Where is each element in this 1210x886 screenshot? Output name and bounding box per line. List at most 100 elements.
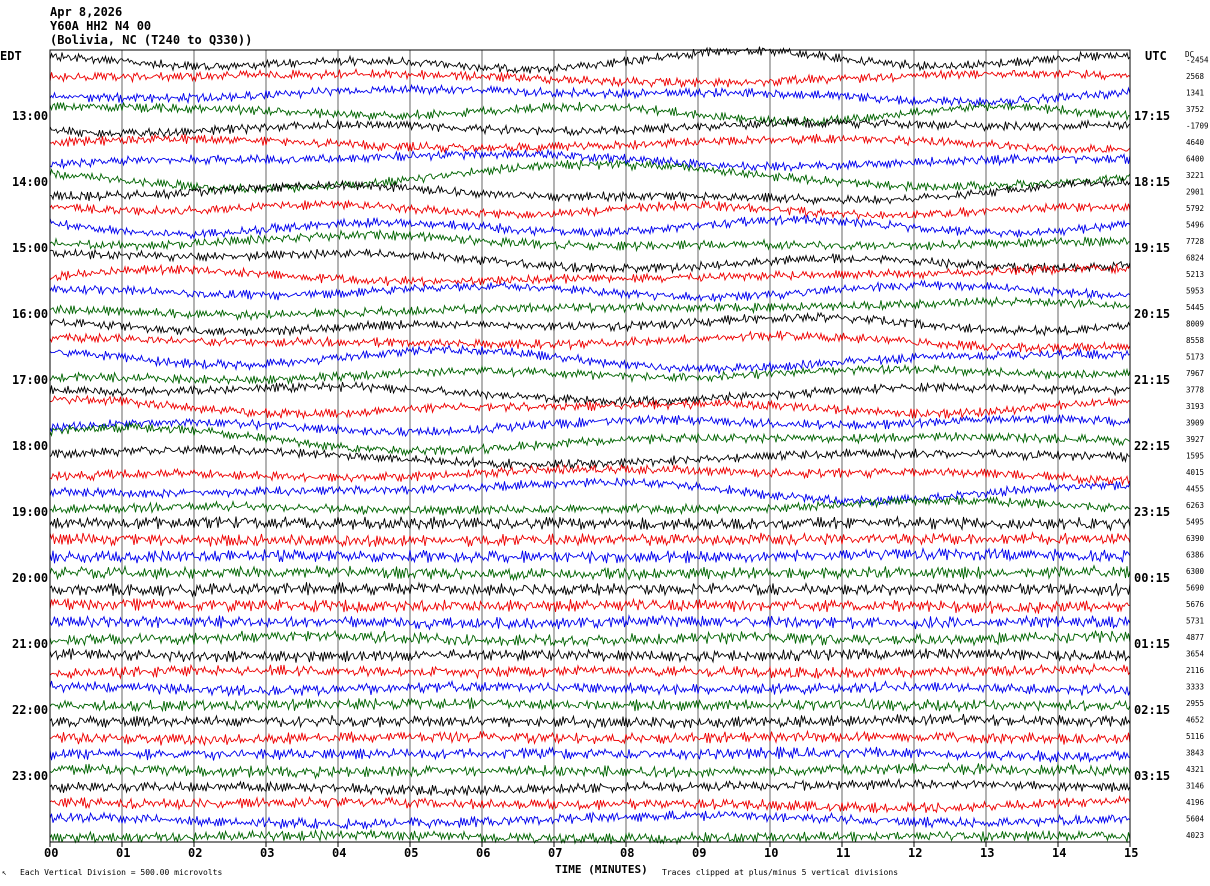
left-time-label: 21:00 [12, 637, 48, 651]
x-tick-label: 07 [548, 846, 562, 860]
dc-value: 6390 [1186, 534, 1205, 543]
dc-value: 1595 [1186, 451, 1204, 460]
seismic-trace [49, 614, 1131, 631]
right-time-label: 23:15 [1134, 505, 1170, 519]
right-time-label: 03:15 [1134, 769, 1170, 783]
dc-value: 4652 [1186, 715, 1204, 724]
dc-value: 5495 [1186, 517, 1204, 526]
dc-value: 4023 [1186, 831, 1204, 840]
dc-value: 5445 [1186, 303, 1204, 312]
grid-lines [121, 50, 1059, 842]
seismic-trace [49, 344, 1131, 376]
dc-value: 5792 [1186, 204, 1204, 213]
seismic-trace [49, 101, 1131, 128]
seismic-trace [49, 679, 1131, 697]
x-tick-label: 14 [1052, 846, 1066, 860]
seismic-trace [49, 295, 1131, 322]
dc-offset-values: -2454 2568 1341 3752 -1709 4640 6400 3221 2901 57… [1186, 55, 1209, 840]
dc-value: 3843 [1186, 748, 1204, 757]
right-time-label: 19:15 [1134, 241, 1170, 255]
seismic-trace [49, 495, 1131, 516]
seismic-trace [49, 697, 1131, 713]
left-time-label: 14:00 [12, 175, 48, 189]
x-tick-label: 12 [908, 846, 922, 860]
footer-division-note: Each Vertical Division = 500.00 microvol… [20, 868, 222, 877]
dc-value: 7967 [1186, 369, 1204, 378]
right-time-label: 00:15 [1134, 571, 1170, 585]
seismic-trace [49, 214, 1131, 240]
seismic-trace [49, 547, 1131, 565]
dc-value: 1341 [1186, 88, 1204, 97]
dc-label: DC [1185, 50, 1194, 59]
seismic-trace [49, 662, 1131, 680]
right-time-label: 01:15 [1134, 637, 1170, 651]
right-time-label: 20:15 [1134, 307, 1170, 321]
seismic-trace [49, 380, 1131, 407]
dc-value: 2955 [1186, 699, 1204, 708]
right-time-label: 17:15 [1134, 109, 1170, 123]
dc-value: 3927 [1186, 435, 1204, 444]
seismic-trace [49, 67, 1131, 89]
dc-value: 3146 [1186, 781, 1205, 790]
left-timezone-label: EDT [0, 49, 22, 63]
x-tick-label: 13 [980, 846, 994, 860]
seismic-trace [49, 713, 1131, 730]
plot-frame [49, 49, 1131, 843]
right-time-label: 02:15 [1134, 703, 1170, 717]
x-tick-label: 05 [404, 846, 418, 860]
seismic-trace [49, 629, 1131, 648]
x-axis-ticks: 00 01 02 03 04 05 06 07 08 09 10 11 12 13 14 15 [44, 842, 1138, 860]
x-tick-label: 06 [476, 846, 490, 860]
seismic-trace [49, 158, 1131, 194]
x-axis-title: TIME (MINUTES) [555, 863, 648, 876]
x-tick-label: 01 [116, 846, 130, 860]
x-tick-label: 15 [1124, 846, 1138, 860]
dc-value: 3333 [1186, 682, 1204, 691]
seismic-trace [49, 828, 1131, 846]
dc-value: 3221 [1186, 171, 1204, 180]
dc-value: 4640 [1186, 138, 1205, 147]
dc-value: 6400 [1186, 154, 1205, 163]
x-tick-label: 04 [332, 846, 346, 860]
header-date: Apr 8,2026 [50, 5, 122, 19]
x-tick-label: 09 [692, 846, 706, 860]
x-tick-label: 08 [620, 846, 634, 860]
dc-value: 8009 [1186, 319, 1204, 328]
seismic-trace [49, 279, 1131, 303]
dc-value: 4015 [1186, 468, 1204, 477]
dc-value: 5213 [1186, 270, 1204, 279]
dc-value: 6386 [1186, 550, 1205, 559]
seismic-trace [49, 148, 1131, 173]
seismic-trace [49, 729, 1131, 747]
seismic-trace [49, 515, 1131, 532]
dc-value: 6300 [1186, 567, 1205, 576]
dc-value: 5953 [1186, 286, 1204, 295]
seismic-trace [49, 530, 1131, 548]
seismic-trace [49, 477, 1131, 507]
seismic-trace [49, 746, 1131, 764]
dc-value: 3193 [1186, 402, 1204, 411]
seismic-trace [49, 46, 1131, 76]
dc-value: 5173 [1186, 352, 1204, 361]
dc-value: 7728 [1186, 237, 1205, 246]
seismic-trace [49, 777, 1131, 797]
seismic-trace [49, 795, 1131, 814]
footer-clipping-note: Traces clipped at plus/minus 5 vertical … [662, 868, 898, 877]
seismic-trace [49, 228, 1131, 253]
x-tick-label: 03 [260, 846, 274, 860]
left-time-label: 20:00 [12, 571, 48, 585]
seismic-trace [49, 263, 1131, 288]
x-tick-label: 11 [836, 846, 850, 860]
seismic-trace [49, 363, 1131, 386]
left-time-label: 13:00 [12, 109, 48, 123]
left-time-label: 23:00 [12, 769, 48, 783]
right-time-label: 18:15 [1134, 175, 1170, 189]
right-timezone-label: UTC [1145, 49, 1167, 63]
seismic-trace [49, 761, 1131, 780]
dc-value: -1709 [1186, 121, 1209, 130]
dc-value: 5604 [1186, 814, 1205, 823]
dc-value: 5676 [1186, 600, 1205, 609]
dc-value: 2901 [1186, 187, 1204, 196]
right-time-label: 21:15 [1134, 373, 1170, 387]
